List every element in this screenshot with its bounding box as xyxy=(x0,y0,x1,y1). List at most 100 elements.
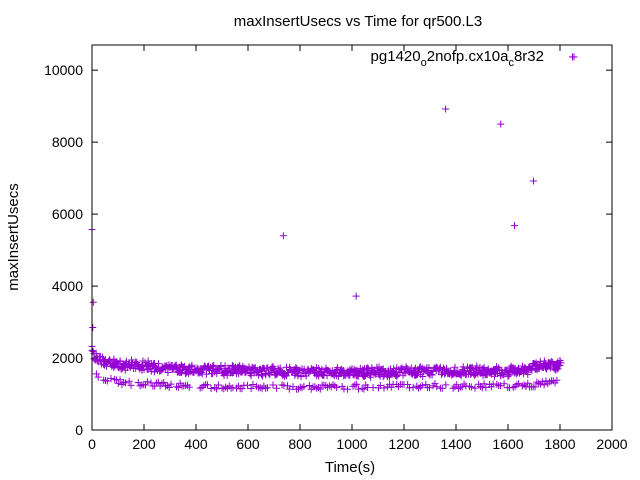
data-point xyxy=(292,363,300,371)
data-point xyxy=(419,372,427,380)
x-tick-label: 1000 xyxy=(336,436,367,452)
data-point xyxy=(264,384,271,392)
data-point xyxy=(418,381,426,389)
legend: pg1420o2nofp.cx10ac8r32 xyxy=(371,48,578,69)
data-point xyxy=(360,385,368,393)
data-point xyxy=(380,384,388,392)
data-point xyxy=(455,385,463,393)
data-point xyxy=(256,384,264,392)
data-point xyxy=(438,384,446,392)
data-point xyxy=(225,364,233,372)
data-point xyxy=(533,378,541,386)
data-point-outlier xyxy=(279,232,287,240)
data-point xyxy=(476,382,484,390)
data-point xyxy=(273,384,281,392)
data-point xyxy=(546,378,554,386)
data-point xyxy=(425,384,433,392)
data-point xyxy=(538,378,546,386)
legend-marker-plus xyxy=(570,53,578,61)
data-point xyxy=(203,381,211,389)
data-point xyxy=(416,383,424,391)
data-point xyxy=(216,364,224,372)
data-point xyxy=(296,383,304,391)
data-point xyxy=(428,371,436,379)
data-point xyxy=(524,379,532,387)
data-point xyxy=(270,365,278,373)
axis-ticks: 0 200 400 600 800 1000 1200 1400 1600 1800 2000 0 20… xyxy=(44,45,628,452)
data-point xyxy=(482,383,490,391)
data-point xyxy=(188,361,196,369)
data-point xyxy=(409,383,417,391)
data-point xyxy=(122,379,130,387)
data-point xyxy=(334,372,342,380)
legend-label-part: 8r32 xyxy=(514,48,544,65)
data-point xyxy=(300,383,308,391)
data-point xyxy=(117,365,125,373)
data-point-outlier xyxy=(89,323,97,331)
data-point xyxy=(402,363,410,371)
data-point xyxy=(467,383,475,391)
data-point xyxy=(466,382,474,390)
y-tick-label: 6000 xyxy=(52,206,83,222)
data-point xyxy=(480,380,488,388)
data-point xyxy=(437,371,445,379)
data-point xyxy=(401,369,409,377)
y-tick-label: 2000 xyxy=(52,350,83,366)
data-point xyxy=(163,382,171,390)
data-point xyxy=(431,380,439,388)
data-point xyxy=(289,383,297,391)
data-point xyxy=(367,373,375,381)
data-point xyxy=(147,367,155,375)
data-point xyxy=(142,381,150,389)
x-tick-label: 800 xyxy=(288,436,312,452)
data-point xyxy=(269,381,277,389)
data-point xyxy=(515,380,523,388)
data-point xyxy=(116,357,124,365)
plot-border xyxy=(91,44,613,431)
data-point xyxy=(295,367,303,375)
data-point xyxy=(165,383,173,391)
data-point xyxy=(480,363,488,371)
data-point xyxy=(511,382,519,390)
data-point xyxy=(458,383,466,391)
x-tick-label: 1600 xyxy=(492,436,523,452)
data-point xyxy=(297,373,305,381)
data-point xyxy=(238,385,246,393)
data-point xyxy=(353,380,361,388)
data-point xyxy=(134,379,142,387)
data-point xyxy=(278,381,286,389)
data-point xyxy=(113,358,121,366)
data-point xyxy=(222,383,230,391)
legend-label-subscript: c xyxy=(508,57,514,69)
data-point xyxy=(200,382,208,390)
data-point-outlier xyxy=(497,120,505,128)
legend-label-subscript: o xyxy=(421,57,427,69)
data-point xyxy=(116,376,124,384)
data-point xyxy=(92,349,100,357)
data-point xyxy=(442,381,450,389)
data-point xyxy=(453,381,461,389)
data-point xyxy=(229,369,237,377)
data-point-outlier xyxy=(529,177,537,185)
data-point xyxy=(213,369,221,377)
data-point xyxy=(160,379,168,387)
data-point xyxy=(553,376,561,384)
data-point-outlier xyxy=(352,292,360,300)
data-point xyxy=(92,370,100,378)
data-point xyxy=(316,385,324,393)
data-point xyxy=(251,364,259,372)
data-point xyxy=(524,368,532,376)
data-point xyxy=(540,381,548,389)
data-point xyxy=(473,362,481,370)
data-point xyxy=(535,379,543,387)
data-point xyxy=(211,383,219,391)
data-point xyxy=(125,377,133,385)
legend-label-part: pg1420 xyxy=(371,48,421,65)
data-point xyxy=(174,383,182,391)
data-point xyxy=(557,359,565,367)
x-tick-label: 1400 xyxy=(440,436,471,452)
data-point xyxy=(351,381,359,389)
data-point xyxy=(247,384,255,392)
data-point xyxy=(94,373,102,381)
